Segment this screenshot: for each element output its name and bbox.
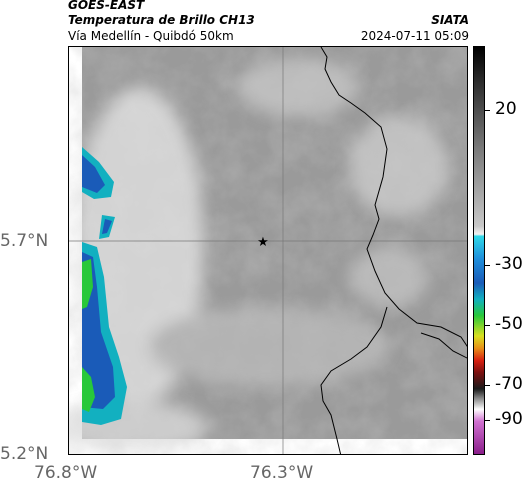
brightness-temperature-image: ★ (69, 47, 467, 454)
colorbar-label: -90 (495, 409, 523, 429)
colorbar-label: -30 (495, 254, 523, 274)
agency-label: SIATA (431, 13, 469, 27)
lat-tick-label: 5.2°N (0, 444, 49, 464)
satellite-map[interactable]: ★ (68, 46, 468, 455)
lon-tick-label: 76.3°W (250, 463, 314, 483)
colorbar-label: -50 (495, 314, 523, 334)
colorbar-label: -70 (495, 374, 523, 394)
department-border (420, 332, 467, 359)
department-border (320, 47, 467, 347)
colorbar-tick (485, 110, 490, 111)
convective-cells (82, 147, 127, 425)
timestamp-label: 2024-07-11 05:09 (360, 29, 469, 43)
colorbar-tick (485, 325, 490, 326)
colorbar-label: 20 (495, 99, 517, 119)
colorbar-tick (485, 420, 490, 421)
colorbar-tick (485, 265, 490, 266)
temperature-colorbar (473, 46, 485, 455)
department-border (320, 306, 388, 454)
lon-tick-label: 76.8°W (34, 463, 98, 483)
lat-tick-label: 5.7°N (0, 231, 49, 251)
satellite-title: GOES-EAST (68, 0, 145, 12)
colorbar-tick (485, 385, 490, 386)
region-subtitle: Vía Medellín - Quibdó 50km (68, 29, 234, 43)
product-title: Temperatura de Brillo CH13 (68, 13, 255, 27)
station-marker-star[interactable]: ★ (257, 235, 269, 250)
